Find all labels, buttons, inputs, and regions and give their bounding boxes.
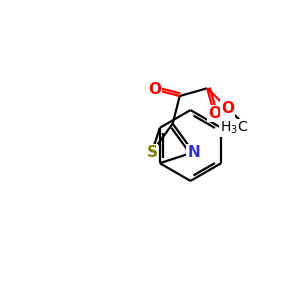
Text: O: O [221,101,234,116]
Text: O: O [208,106,221,121]
Text: N: N [187,145,200,160]
Text: O: O [148,82,161,97]
Text: S: S [146,145,158,160]
Text: H$_3$C: H$_3$C [220,120,248,136]
